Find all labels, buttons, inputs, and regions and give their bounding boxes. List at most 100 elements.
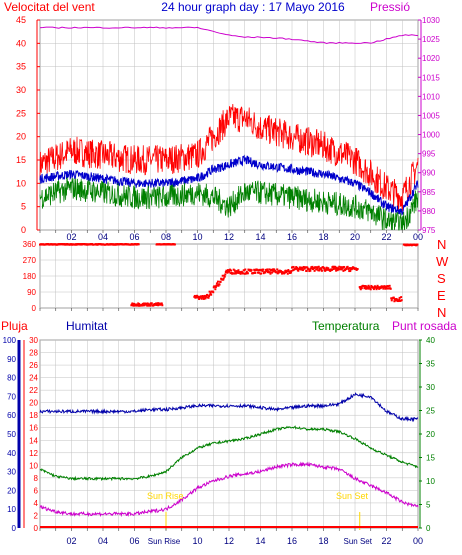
direction-point (291, 266, 294, 269)
direction-point (226, 269, 229, 272)
direction-point (393, 300, 396, 303)
direction-point (280, 271, 283, 274)
direction-point (150, 302, 153, 305)
direction-point (302, 269, 305, 272)
direction-point (298, 266, 301, 269)
temperature-legend: Temperatura (312, 319, 380, 333)
direction-point (130, 303, 133, 306)
direction-point (320, 268, 323, 271)
direction-point (400, 296, 403, 299)
panel1-xtick: 06 (129, 232, 139, 242)
direction-point (317, 269, 320, 272)
direction-point (275, 271, 278, 274)
temperature-ytick: 40 (426, 336, 435, 345)
direction-point (156, 303, 159, 306)
temperature-ytick: 5 (426, 501, 431, 510)
panel1-xtick: 02 (66, 232, 76, 242)
direction-point (234, 270, 237, 273)
direction-point (207, 296, 210, 299)
direction-point (245, 272, 248, 275)
rain-ytick: 26 (29, 361, 38, 370)
direction-point (265, 270, 268, 273)
direction-point (295, 266, 298, 269)
direction-point (218, 283, 221, 286)
direction-point (236, 270, 239, 273)
direction-point (137, 302, 140, 305)
direction-point (400, 299, 403, 302)
direction-point (299, 266, 302, 269)
direction-point (379, 287, 382, 290)
direction-point (313, 267, 316, 270)
pressure-ytick: 990 (422, 169, 436, 178)
direction-point (303, 267, 306, 270)
direction-point (340, 266, 343, 269)
direction-point (258, 268, 261, 271)
direction-point (292, 265, 295, 268)
direction-point (250, 269, 253, 272)
direction-point (341, 266, 344, 269)
rain-ytick: 8 (34, 474, 39, 483)
direction-point (383, 285, 386, 288)
humidity-ytick: 50 (7, 430, 16, 439)
direction-point (384, 285, 387, 288)
rain-ytick: 22 (29, 386, 38, 395)
direction-point (286, 272, 289, 275)
direction-point (270, 268, 273, 271)
direction-point (294, 267, 297, 270)
direction-point (131, 302, 134, 305)
direction-point (257, 269, 260, 272)
direction-point (208, 290, 211, 293)
direction-point (195, 296, 198, 299)
direction-point (200, 295, 203, 298)
chart-title: 24 hour graph day : 17 Mayo 2016 (161, 0, 345, 14)
direction-point (193, 294, 196, 297)
pressure-ytick: 1010 (422, 92, 440, 101)
direction-point (216, 284, 219, 287)
direction-ytick: 270 (23, 256, 37, 265)
direction-point (362, 284, 365, 287)
direction-point (288, 270, 291, 273)
direction-point (269, 272, 272, 275)
direction-point (332, 268, 335, 271)
direction-point (340, 268, 343, 271)
direction-point (256, 271, 259, 274)
direction-point (209, 291, 212, 294)
compass-s: S (437, 271, 446, 286)
panel3-xtick: 18 (318, 536, 328, 546)
direction-point (370, 284, 373, 287)
direction-point (137, 304, 140, 307)
rain-ytick: 14 (29, 436, 38, 445)
direction-point (217, 284, 220, 287)
direction-point (386, 287, 389, 290)
wind-ytick: 30 (16, 85, 26, 95)
direction-point (335, 266, 338, 269)
direction-point (271, 269, 274, 272)
rain-ytick: 16 (29, 424, 38, 433)
direction-point (239, 272, 242, 275)
direction-point (208, 295, 211, 298)
direction-point (301, 266, 304, 269)
direction-point (376, 287, 379, 290)
direction-point (268, 268, 271, 271)
direction-point (136, 304, 139, 307)
direction-point (154, 303, 157, 306)
panel3-xtick: 04 (98, 536, 108, 546)
direction-point (149, 304, 152, 307)
direction-point (346, 265, 349, 268)
rain-ytick: 18 (29, 411, 38, 420)
sunset-label: Sun Set (336, 491, 369, 501)
direction-point (387, 285, 390, 288)
direction-point (214, 288, 217, 291)
direction-point (348, 270, 351, 273)
direction-point (313, 269, 316, 272)
direction-point (214, 286, 217, 289)
direction-point (348, 267, 351, 270)
panel1-xtick: 08 (161, 232, 171, 242)
direction-point (268, 271, 271, 274)
direction-point (334, 265, 337, 268)
direction-point (382, 287, 385, 290)
direction-point (235, 270, 238, 273)
panel3-xtick: 14 (255, 536, 265, 546)
axes-layer: 0510152025303540459759809859909951000100… (3, 15, 441, 546)
direction-point (254, 271, 257, 274)
